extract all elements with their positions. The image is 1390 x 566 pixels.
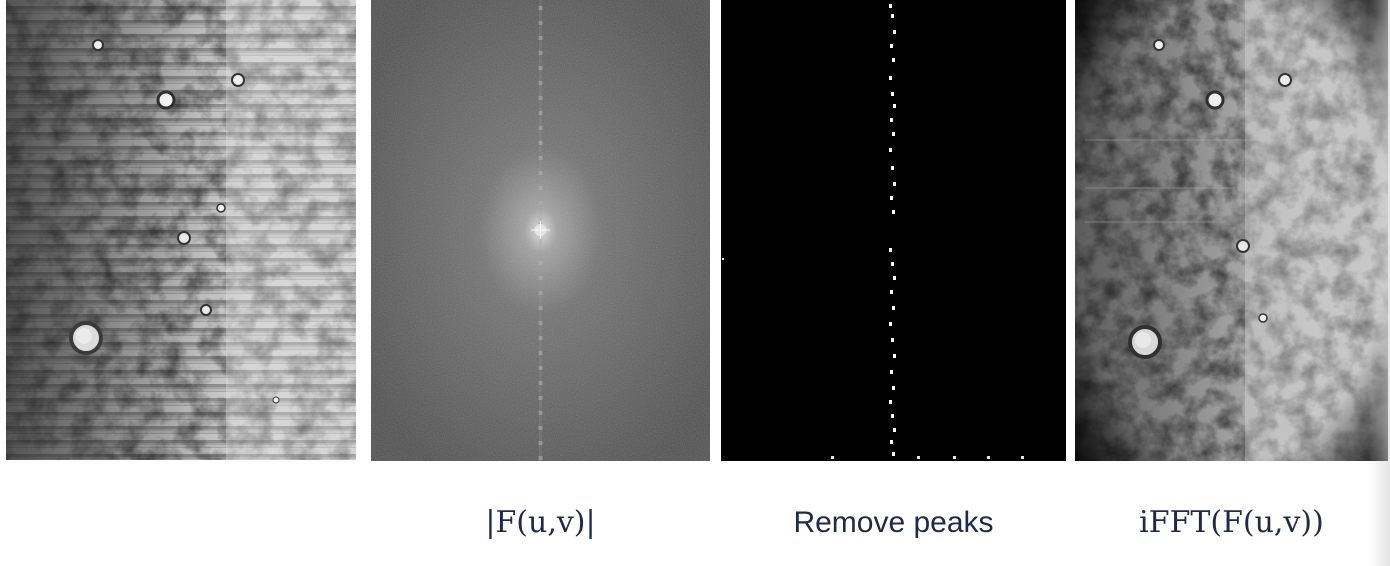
peak-mask-panel bbox=[721, 0, 1066, 461]
peak-mask-image bbox=[721, 0, 1066, 461]
caption-ifft: iFFT(F(u,v)) bbox=[1139, 505, 1324, 540]
caption-fft-magnitude: |F(u,v)| bbox=[485, 505, 596, 540]
ifft-result-image bbox=[1075, 0, 1388, 461]
original-lunar-image bbox=[6, 0, 356, 460]
fft-magnitude-image bbox=[371, 0, 710, 461]
page-edge-shadow bbox=[1368, 0, 1390, 566]
fft-magnitude-panel bbox=[371, 0, 710, 461]
caption-remove-peaks: Remove peaks bbox=[793, 506, 994, 539]
original-image-panel bbox=[6, 0, 356, 460]
ifft-result-panel bbox=[1075, 0, 1388, 461]
